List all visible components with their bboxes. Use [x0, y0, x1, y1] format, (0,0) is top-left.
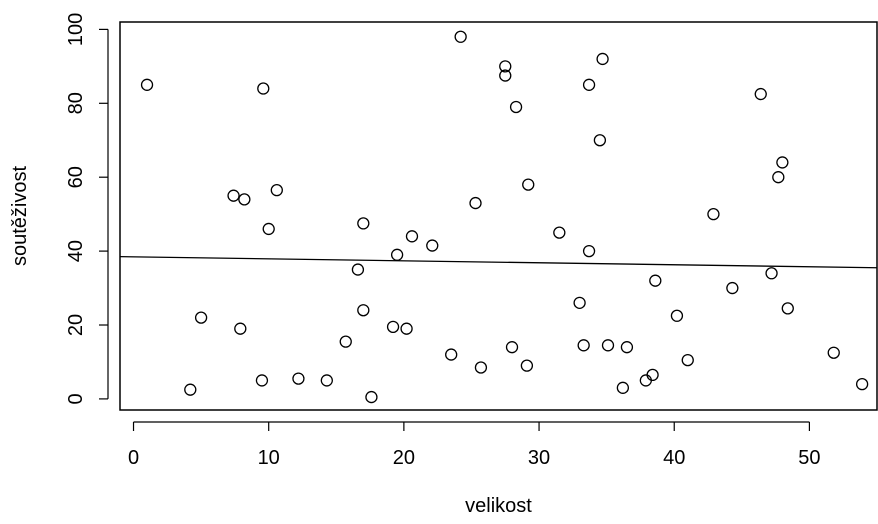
- data-point: [351, 263, 365, 276]
- data-point: [601, 339, 615, 352]
- data-point: [827, 346, 840, 359]
- data-point: [855, 377, 869, 391]
- data-point: [649, 274, 662, 287]
- x-tick-label: 20: [393, 447, 415, 469]
- y-tick-label: 40: [65, 240, 87, 262]
- y-axis-label: soutěživost: [9, 166, 31, 266]
- data-points: [140, 30, 869, 404]
- x-axis-label: velikost: [465, 495, 532, 517]
- data-point: [781, 302, 794, 315]
- x-tick-label: 40: [663, 447, 685, 469]
- data-point: [509, 100, 523, 114]
- data-point: [646, 368, 659, 382]
- data-point: [582, 78, 596, 91]
- data-point: [255, 374, 269, 387]
- data-point: [593, 134, 607, 147]
- data-point: [405, 230, 419, 243]
- y-tick-label: 0: [65, 393, 87, 404]
- data-point: [184, 383, 197, 396]
- data-point: [474, 361, 488, 374]
- y-axis: 0 20 40 60 80 100: [65, 13, 109, 404]
- data-point: [670, 309, 684, 322]
- data-point: [620, 341, 634, 354]
- x-tick-label: 0: [128, 447, 139, 469]
- data-point: [707, 208, 720, 221]
- data-point: [140, 78, 154, 91]
- data-point: [357, 217, 370, 230]
- data-point: [365, 390, 378, 404]
- data-point: [469, 196, 482, 210]
- data-point: [262, 222, 275, 236]
- data-point: [499, 69, 512, 82]
- data-point: [522, 178, 535, 191]
- y-tick-label: 80: [65, 92, 87, 114]
- data-point: [726, 281, 739, 295]
- data-point: [357, 304, 370, 317]
- data-point: [445, 348, 458, 361]
- y-tick-label: 60: [65, 166, 87, 188]
- data-point: [270, 183, 283, 197]
- data-point: [499, 60, 512, 73]
- data-point: [577, 339, 590, 352]
- data-point: [194, 311, 208, 324]
- data-point: [776, 156, 789, 169]
- data-point: [257, 82, 270, 95]
- data-point: [227, 189, 240, 202]
- data-point: [553, 226, 566, 239]
- data-point: [390, 248, 404, 261]
- data-point: [238, 193, 251, 206]
- data-point: [765, 267, 778, 280]
- data-point: [520, 359, 534, 372]
- y-tick-label: 100: [65, 13, 87, 46]
- x-tick-label: 50: [798, 447, 820, 469]
- data-point: [754, 87, 767, 101]
- y-tick-label: 20: [65, 314, 87, 336]
- data-point: [320, 374, 333, 387]
- data-point: [772, 171, 785, 184]
- data-point: [596, 52, 609, 66]
- data-point: [386, 320, 400, 334]
- data-point: [505, 341, 519, 354]
- regression-line: [119, 255, 878, 269]
- x-tick-label: 30: [528, 447, 550, 469]
- data-point: [639, 374, 652, 387]
- data-point: [339, 335, 352, 348]
- data-point: [234, 322, 247, 335]
- data-point: [582, 244, 596, 258]
- x-tick-label: 10: [258, 447, 280, 469]
- data-point: [292, 372, 305, 385]
- data-point: [400, 322, 413, 335]
- plot-frame: [119, 21, 878, 411]
- data-point: [454, 30, 467, 43]
- data-point: [616, 381, 630, 394]
- data-point: [573, 296, 586, 309]
- data-point: [681, 353, 694, 367]
- data-point: [426, 239, 439, 252]
- x-axis: 0 10 20 30 40 50: [128, 421, 821, 469]
